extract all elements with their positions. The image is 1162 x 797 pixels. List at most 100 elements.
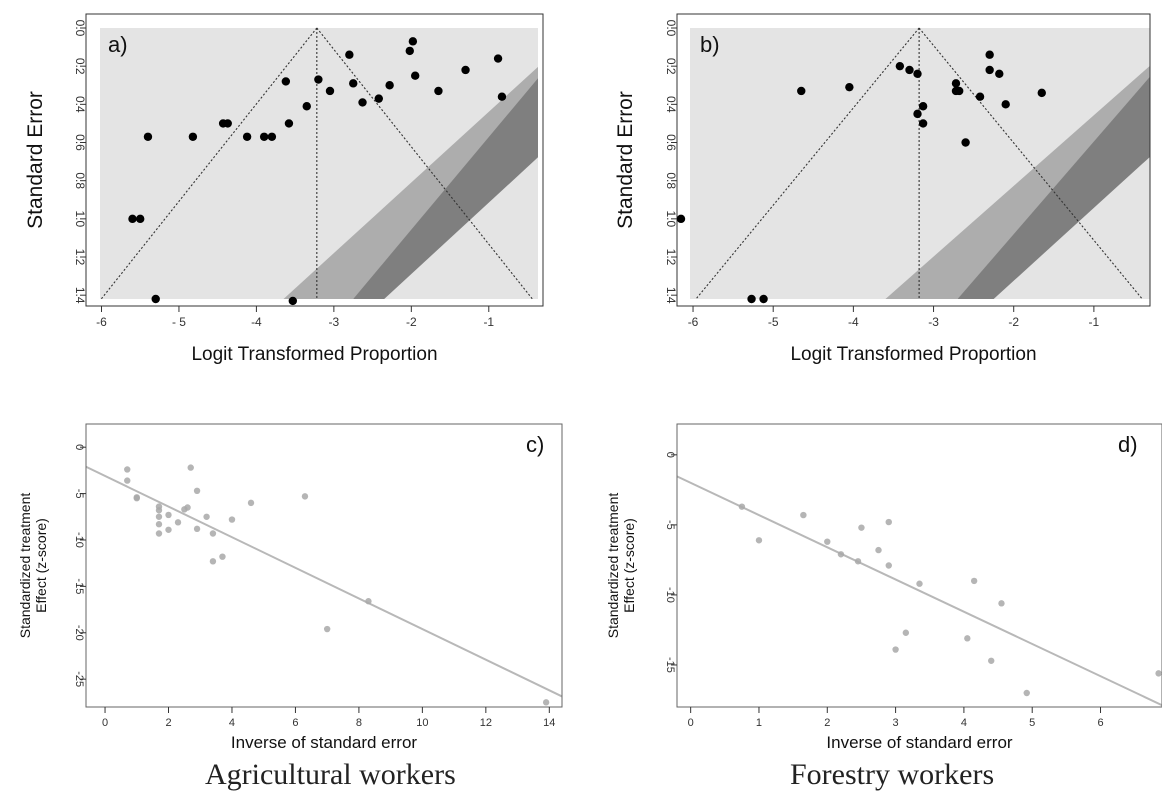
data-point — [676, 214, 686, 224]
y-axis-label: Effect (z-score) — [33, 518, 49, 613]
data-point — [755, 537, 763, 544]
y-axis-label: Standard Error — [614, 91, 637, 229]
y-tick-label: -15 — [664, 657, 676, 673]
x-axis-label: Logit Transformed Proportion — [790, 344, 1036, 365]
y-tick-label: 1.2 — [664, 249, 678, 266]
data-point — [954, 86, 964, 96]
data-point — [209, 558, 217, 565]
data-point — [124, 466, 131, 473]
data-point — [797, 86, 806, 96]
y-tick-label: 0.8 — [73, 172, 87, 189]
y-tick-label: 0.8 — [664, 172, 678, 189]
y-tick-label: 0.6 — [664, 134, 678, 151]
y-tick-label: -5 — [73, 489, 85, 499]
data-point — [155, 530, 163, 537]
x-axis-label: Inverse of standard error — [231, 733, 417, 752]
y-tick-label: 1.4 — [73, 287, 87, 304]
data-point — [542, 699, 550, 706]
x-axis-label: Logit Transformed Proportion — [191, 344, 437, 365]
data-point — [288, 296, 298, 306]
data-point — [800, 511, 807, 519]
panel-label: c) — [526, 432, 544, 457]
x-tick-label: - 5 — [172, 315, 186, 329]
data-point — [759, 294, 768, 304]
data-point — [747, 294, 756, 304]
x-tick-label: -5 — [768, 315, 779, 329]
x-tick-label: -6 — [688, 315, 699, 329]
x-tick-label: 3 — [893, 717, 899, 729]
data-point — [985, 65, 994, 75]
y-tick-label: 0.4 — [664, 96, 678, 113]
data-point — [995, 69, 1004, 79]
data-point — [1155, 670, 1162, 677]
y-tick-label: 0.2 — [73, 58, 87, 75]
data-point — [385, 81, 394, 90]
x-tick-label: -3 — [928, 315, 939, 329]
x-tick-label: -6 — [96, 315, 107, 329]
data-point — [128, 214, 137, 224]
data-point — [187, 464, 194, 471]
x-tick-label: 5 — [1029, 717, 1035, 729]
data-point — [165, 526, 172, 533]
plot-frame — [85, 13, 544, 307]
x-axis-label: Inverse of standard error — [826, 733, 1012, 752]
x-tick-label: -2 — [406, 315, 417, 329]
panel-a: -6 - 5 -4 -3 -2 -1 0.0 0.2 0.4 0.6 0.8 1.0 1.2 1.4 Log… — [24, 13, 544, 365]
x-tick-label: 8 — [356, 717, 362, 729]
data-point — [374, 94, 383, 103]
data-point — [913, 69, 922, 79]
x-tick-label: 10 — [416, 717, 428, 729]
y-tick-label: 1.4 — [664, 287, 678, 304]
funnel-region-dark — [957, 76, 1150, 299]
data-point — [875, 546, 882, 554]
data-point — [837, 551, 845, 558]
data-point — [223, 119, 232, 128]
data-point — [916, 580, 923, 587]
data-point — [1001, 100, 1010, 109]
data-point — [988, 657, 995, 664]
plot-frame — [85, 423, 563, 708]
funnel-region-dark — [353, 78, 538, 299]
data-point — [975, 92, 985, 101]
data-point — [738, 503, 746, 510]
regression-line — [85, 465, 563, 698]
data-point — [284, 119, 294, 128]
y-axis-label: Standard Error — [24, 91, 47, 229]
caption-agricultural: Agricultural workers — [205, 758, 456, 791]
data-point — [905, 65, 914, 75]
x-tick-label: 1 — [756, 717, 762, 729]
data-point — [358, 98, 367, 107]
data-point — [247, 499, 255, 507]
x-tick-label: 4 — [229, 717, 235, 729]
y-tick-label: 1.0 — [73, 211, 87, 228]
data-point — [858, 524, 865, 531]
x-tick-label: 0 — [688, 717, 694, 729]
data-point — [301, 493, 309, 500]
data-point — [854, 558, 862, 565]
x-tick-label: -4 — [251, 315, 262, 329]
data-point — [964, 635, 971, 642]
data-point — [951, 79, 961, 88]
panel-label: b) — [700, 32, 720, 57]
y-tick-label: 0.0 — [73, 20, 87, 37]
data-point — [133, 495, 140, 502]
x-tick-label: -2 — [1008, 315, 1019, 329]
data-point — [219, 553, 226, 560]
x-tick-label: 6 — [292, 717, 298, 729]
funnel-left-line — [695, 27, 920, 300]
data-point — [203, 513, 210, 520]
y-tick-label: 1.0 — [664, 211, 678, 228]
y-tick-label: 0.4 — [73, 96, 87, 113]
data-point — [267, 132, 277, 141]
data-point — [985, 50, 994, 59]
x-tick-label: -1 — [483, 315, 494, 329]
panel-label: a) — [108, 32, 128, 57]
data-point — [885, 518, 892, 526]
x-tick-label: 2 — [824, 717, 830, 729]
data-point — [155, 513, 163, 520]
data-point — [188, 132, 198, 141]
data-point — [434, 86, 443, 96]
data-point — [998, 600, 1005, 607]
plot-frame — [676, 423, 1162, 708]
